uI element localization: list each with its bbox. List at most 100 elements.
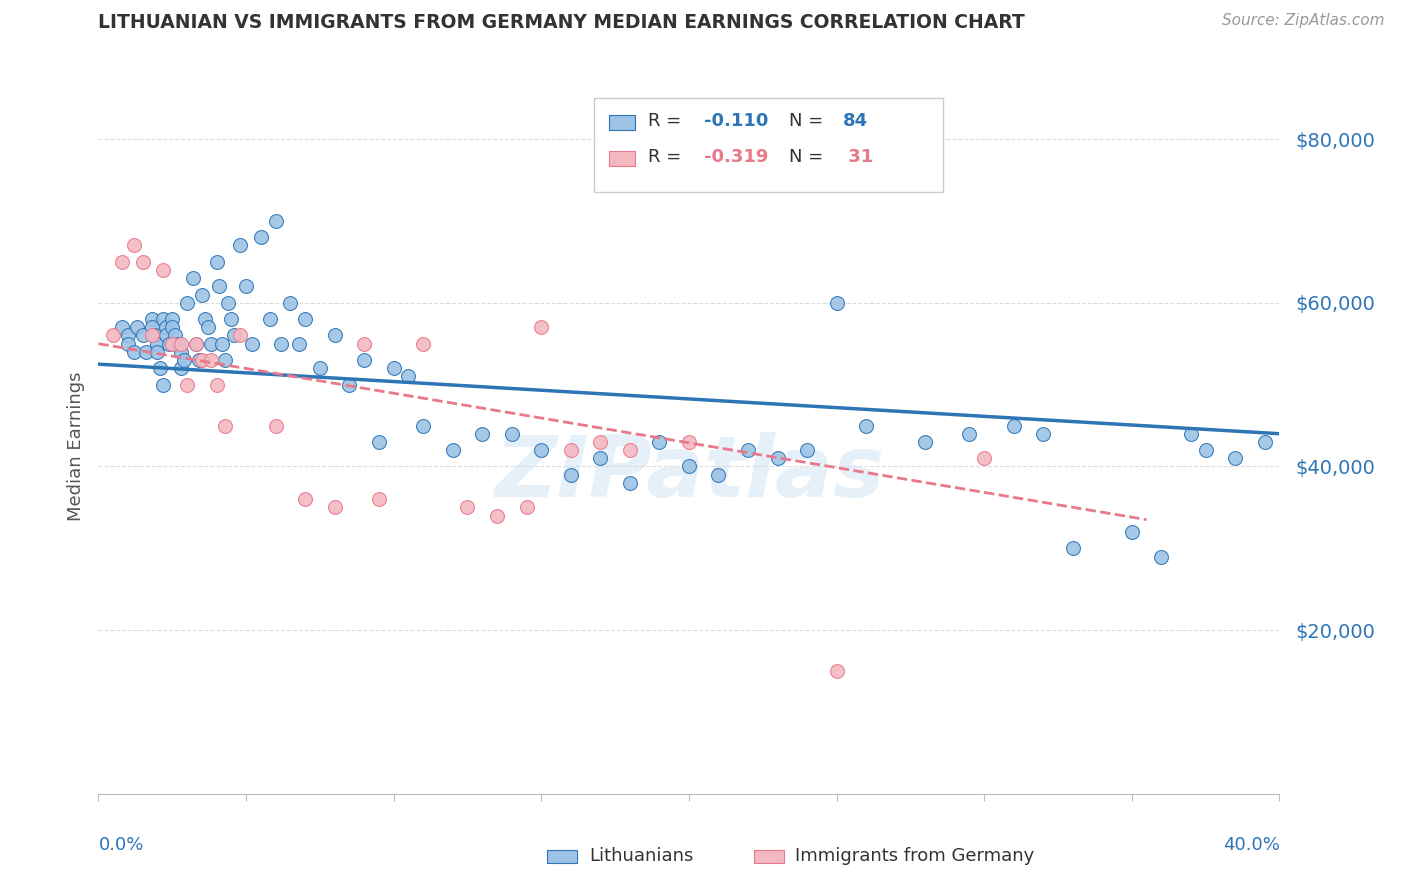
Point — [294, 312, 316, 326]
Point — [132, 328, 155, 343]
Text: -0.319: -0.319 — [704, 148, 769, 166]
Point — [229, 328, 252, 343]
Point — [205, 377, 228, 392]
Point — [143, 328, 166, 343]
Point — [176, 377, 198, 392]
Point — [214, 418, 236, 433]
Point — [173, 353, 195, 368]
Point — [589, 434, 612, 449]
Point — [141, 328, 163, 343]
Point — [707, 467, 730, 482]
Point — [117, 336, 139, 351]
Point — [353, 353, 375, 368]
Text: Immigrants from Germany: Immigrants from Germany — [796, 847, 1035, 865]
Point — [250, 230, 273, 244]
Point — [240, 336, 263, 351]
Point — [323, 500, 346, 515]
Text: -0.110: -0.110 — [704, 112, 769, 130]
Point — [217, 295, 239, 310]
Point — [229, 238, 252, 252]
Point — [135, 344, 157, 359]
Text: 0.0%: 0.0% — [98, 836, 143, 854]
FancyBboxPatch shape — [609, 151, 634, 167]
Point — [471, 426, 494, 441]
Text: LITHUANIAN VS IMMIGRANTS FROM GERMANY MEDIAN EARNINGS CORRELATION CHART: LITHUANIAN VS IMMIGRANTS FROM GERMANY ME… — [98, 13, 1025, 32]
Point — [270, 336, 292, 351]
Point — [619, 475, 641, 490]
Point — [224, 328, 246, 343]
Point — [152, 263, 174, 277]
Point — [501, 426, 523, 441]
Point — [165, 328, 187, 343]
Text: 31: 31 — [842, 148, 873, 166]
Point — [337, 377, 360, 392]
Point — [412, 336, 434, 351]
Point — [259, 312, 281, 326]
Point — [122, 238, 145, 252]
Point — [149, 361, 172, 376]
Point — [1121, 524, 1143, 539]
Point — [205, 255, 228, 269]
Point — [235, 279, 257, 293]
Point — [309, 361, 332, 376]
FancyBboxPatch shape — [547, 850, 576, 863]
Point — [103, 328, 125, 343]
Point — [288, 336, 311, 351]
Point — [560, 443, 582, 458]
Text: ZIPatlas: ZIPatlas — [494, 433, 884, 516]
Point — [589, 451, 612, 466]
Point — [825, 664, 848, 678]
Point — [152, 312, 174, 326]
Point — [162, 312, 183, 326]
Point — [117, 328, 139, 343]
Point — [412, 418, 434, 433]
Point — [1002, 418, 1025, 433]
Point — [353, 336, 375, 351]
Point — [219, 312, 242, 326]
Text: Lithuanians: Lithuanians — [589, 847, 693, 865]
FancyBboxPatch shape — [595, 98, 943, 192]
Point — [1195, 443, 1218, 458]
Point — [796, 443, 818, 458]
Point — [1180, 426, 1202, 441]
Point — [368, 434, 391, 449]
Point — [1254, 434, 1277, 449]
Point — [162, 320, 183, 334]
Point — [208, 279, 231, 293]
Point — [170, 336, 193, 351]
Point — [973, 451, 995, 466]
Point — [368, 492, 391, 507]
Point — [914, 434, 936, 449]
Point — [146, 344, 169, 359]
Point — [515, 500, 537, 515]
FancyBboxPatch shape — [609, 115, 634, 130]
Point — [530, 320, 553, 334]
Text: N =: N = — [789, 112, 830, 130]
Point — [170, 361, 193, 376]
Point — [678, 459, 700, 474]
FancyBboxPatch shape — [754, 850, 783, 863]
Text: R =: R = — [648, 148, 686, 166]
Point — [191, 353, 214, 368]
Point — [176, 295, 198, 310]
Point — [162, 336, 183, 351]
Point — [678, 434, 700, 449]
Point — [214, 353, 236, 368]
Point — [737, 443, 759, 458]
Point — [441, 443, 464, 458]
Point — [191, 287, 214, 301]
Point — [264, 214, 287, 228]
Point — [211, 336, 233, 351]
Point — [323, 328, 346, 343]
Point — [825, 295, 848, 310]
Text: N =: N = — [789, 148, 830, 166]
Point — [184, 336, 207, 351]
Point — [1032, 426, 1054, 441]
Point — [155, 328, 177, 343]
Point — [1150, 549, 1173, 564]
Point — [125, 320, 148, 334]
Point — [530, 443, 553, 458]
Point — [157, 336, 180, 351]
Point — [141, 312, 163, 326]
Point — [194, 312, 217, 326]
